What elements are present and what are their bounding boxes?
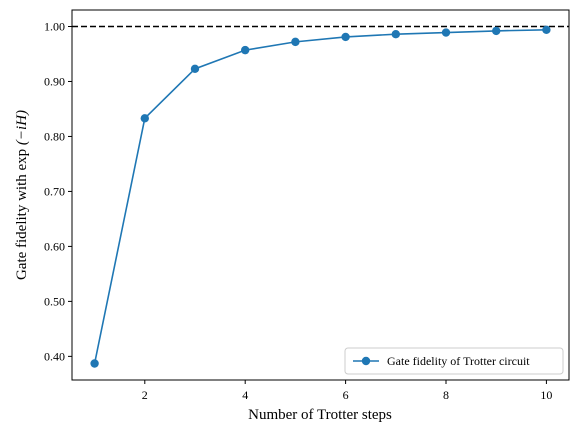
axes-layer: [71, 9, 570, 381]
legend: Gate fidelity of Trotter circuit: [344, 347, 564, 375]
ticks-layer: 2 4 6 8 10 0.40 0.50 0.60 0.70 0.80 0.90 1.00: [44, 19, 552, 402]
x-tick-label: 10: [540, 388, 552, 402]
data-point-9: [492, 26, 501, 36]
y-tick-label: 1.00: [44, 19, 65, 33]
plot-area: [72, 10, 569, 380]
plot-background: [72, 10, 569, 380]
data-point-2: [140, 114, 149, 123]
data-point-1: [90, 359, 99, 368]
x-tick-label: 8: [443, 388, 449, 402]
y-axis-label-math: (−iH): [14, 110, 30, 145]
y-tick-label: 0.70: [44, 184, 65, 198]
data-point-4: [240, 45, 250, 55]
data-point-8: [441, 28, 451, 37]
legend-marker-swatch: [361, 356, 371, 366]
data-point-3: [190, 64, 200, 74]
y-tick-label: 0.40: [44, 349, 65, 363]
axes-frame: [71, 9, 570, 381]
series-line: [93, 28, 547, 364]
data-point-7: [391, 29, 401, 39]
legend-box: [344, 347, 564, 375]
x-tick-label: 6: [343, 388, 349, 402]
data-point-10: [542, 25, 551, 34]
legend-label: Gate fidelity of Trotter circuit: [387, 354, 530, 368]
x-tick-label: 4: [242, 388, 248, 402]
y-tick-label: 0.80: [44, 129, 65, 143]
x-tick-label: 2: [142, 388, 148, 402]
data-point-6: [341, 32, 350, 42]
y-tick-label: 0.50: [44, 294, 65, 308]
series-layer: [90, 25, 551, 368]
data-point-5: [291, 37, 300, 47]
y-axis-label: Gate fidelity with exp (−iH): [14, 110, 30, 280]
y-axis-label-prefix: Gate fidelity with exp: [14, 149, 30, 280]
y-tick-label: 0.60: [44, 239, 65, 253]
x-axis-label: Number of Trotter steps: [248, 407, 392, 423]
y-tick-label: 0.90: [44, 74, 65, 88]
